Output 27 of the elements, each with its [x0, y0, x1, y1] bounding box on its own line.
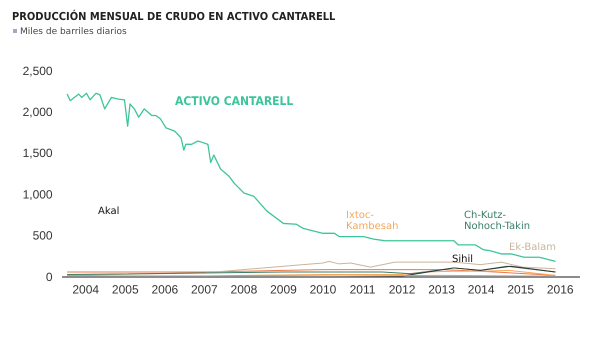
x-tick-label: 2015: [507, 282, 534, 297]
x-tick-label: 2012: [388, 282, 416, 297]
x-tick-label: 2005: [112, 282, 139, 297]
x-tick-label: 2007: [191, 282, 218, 297]
series-label: Ek-Balam: [509, 242, 556, 253]
text: Ch-Kutz-Nohoch-Takin: [464, 210, 530, 232]
series-label: Sihil: [452, 254, 474, 265]
x-tick-label: 2016: [546, 282, 574, 297]
chart-title: PRODUCCIÓN MENSUAL DE CRUDO EN ACTIVO CANTARELL: [12, 9, 336, 23]
x-tick-label: 2009: [270, 282, 298, 297]
x-tick-label: 2013: [428, 282, 456, 297]
series-label: ACTIVO CANTARELL: [175, 94, 294, 108]
x-tick-label: 2008: [230, 282, 258, 297]
y-tick-label: 0: [46, 270, 53, 284]
y-tick-label: 500: [32, 228, 53, 243]
y-tick-label: 2,000: [22, 105, 53, 120]
y-tick-label: 1,000: [22, 187, 53, 202]
y-tick-label: 1,500: [22, 146, 53, 160]
text: Ixtoc-Kambesah: [346, 210, 398, 232]
x-tick-label: 2014: [468, 282, 495, 297]
x-tick-label: 2004: [72, 282, 100, 297]
y-tick-label: 2,500: [22, 64, 53, 78]
annotation: Akal: [98, 206, 120, 217]
x-tick-label: 2011: [350, 282, 376, 297]
chart-subtitle: Miles de barriles diarios: [20, 27, 127, 37]
x-tick-label: 2010: [310, 282, 337, 297]
x-tick-label: 2006: [151, 282, 178, 297]
